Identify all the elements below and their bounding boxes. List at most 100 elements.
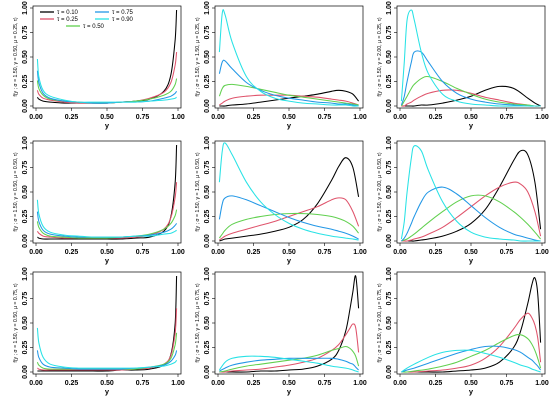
- y-tick-label: 0.75: [22, 292, 29, 306]
- y-axis-label: f(y ; σ = 1.50, γ = 0.50, μ = 0.25, τ): [13, 17, 19, 97]
- y-tick-label: 0.50: [204, 50, 211, 64]
- x-tick-label: 0.25: [65, 380, 79, 387]
- y-tick-label: 0.75: [204, 292, 211, 306]
- x-tick-label: 0.75: [136, 114, 150, 121]
- y-axis-label: f(y ; σ = 1.50, γ = 0.50, μ = 0.75, τ): [13, 283, 19, 363]
- x-tick-label: 0.50: [282, 380, 296, 387]
- series-line-tau-1: [37, 144, 178, 240]
- y-axis-label: f(y ; σ = 1.50, γ = 0.50, μ = 0.50, τ): [13, 152, 19, 232]
- plot-frame: [32, 140, 182, 244]
- series-line-tau-1: [36, 9, 178, 104]
- y-axis-label: f(y ; σ = 1.50, γ = 1.50, μ = 0.50, τ): [195, 152, 201, 232]
- series-line-tau-3: [219, 345, 360, 373]
- series-line-tau-2: [401, 312, 542, 373]
- x-tick-label: 0.50: [282, 114, 296, 121]
- y-tick-label: 0.00: [386, 99, 393, 113]
- y-tick-label: 0.25: [22, 210, 29, 224]
- x-tick-label: 0.25: [429, 380, 443, 387]
- series-line-tau-3: [400, 75, 541, 107]
- y-tick-label: 0.00: [22, 365, 29, 379]
- y-tick-label: 0.00: [22, 99, 29, 113]
- legend-label: τ = 0.10: [57, 10, 79, 16]
- legend-label: τ = 0.50: [83, 24, 105, 30]
- series-line-tau-5: [218, 355, 359, 373]
- x-tick-label: 0.50: [282, 249, 296, 256]
- x-tick-label: 0.25: [247, 249, 261, 256]
- legend: τ = 0.10τ = 0.25 τ = 0.50 τ = 0.75τ = 0.90: [40, 10, 134, 30]
- x-tick-label: 0.00: [211, 114, 225, 121]
- series-line-tau-1: [401, 85, 541, 107]
- x-tick-label: 0.25: [429, 114, 443, 121]
- x-tick-label: 0.00: [393, 380, 407, 387]
- panel-r2c1: 0.00 0.25 0.50 0.75 1.00 0.00 0.25 0.50 0.75 1.00…: [13, 136, 185, 265]
- y-axis-label: f(y ; σ = 1.50, γ = 1.50, μ = 0.75, τ): [195, 283, 201, 363]
- x-axis-label: y: [105, 121, 110, 130]
- y-tick-label: 0.25: [22, 75, 29, 89]
- y-tick-label: 0.75: [204, 26, 211, 40]
- series-line-tau-5: [36, 199, 177, 238]
- x-tick-label: 0.00: [29, 380, 43, 387]
- y-tick-label: 0.50: [386, 50, 393, 64]
- series-line-tau-4: [401, 345, 542, 373]
- series-line-tau-4: [218, 195, 359, 240]
- series-line-tau-1: [401, 149, 542, 242]
- x-tick-label: 1.00: [535, 114, 549, 121]
- y-tick-label: 0.00: [386, 234, 393, 248]
- series-line-tau-5: [400, 145, 541, 242]
- legend-label: τ = 0.90: [112, 17, 134, 23]
- x-tick-label: 1.00: [171, 249, 185, 256]
- y-tick-label: 0.25: [386, 341, 393, 355]
- x-tick-label: 1.00: [171, 114, 185, 121]
- panel-r1c3: 0.00 0.25 0.50 0.75 1.00 0.00 0.25 0.50 0.75 1.00…: [377, 1, 549, 130]
- x-tick-label: 0.00: [29, 114, 43, 121]
- x-tick-label: 0.00: [211, 249, 225, 256]
- panel-r1c2: 0.00 0.25 0.50 0.75 1.00 0.00 0.25 0.50 0.75 1.00…: [195, 1, 367, 130]
- series-line-tau-1: [401, 276, 542, 373]
- y-axis-label: f(y ; σ = 1.50, γ = 1.50, μ = 0.25, τ): [195, 17, 201, 97]
- panel-r3c3: 0.00 0.25 0.50 0.75 1.00 0.00 0.25 0.50 0.75 1.00…: [377, 267, 549, 396]
- panel-r3c2: 0.00 0.25 0.50 0.75 1.00 0.00 0.25 0.50 0.75 1.00…: [195, 267, 367, 396]
- y-tick-label: 0.75: [386, 292, 393, 306]
- y-tick-label: 0.00: [22, 234, 29, 248]
- series-line-tau-3: [218, 212, 360, 239]
- x-axis-label: y: [469, 121, 474, 130]
- series-line-tau-5: [400, 9, 541, 107]
- y-axis-label: f(y ; σ = 1.50, γ = 2.00, μ = 0.25, τ): [377, 17, 383, 97]
- y-tick-label: 0.25: [204, 75, 211, 89]
- series-line-tau-5: [218, 8, 359, 107]
- x-axis-label: y: [105, 256, 110, 265]
- plot-frame: [32, 5, 182, 109]
- series-line-tau-5: [218, 142, 359, 241]
- y-tick-label: 1.00: [204, 1, 211, 15]
- x-tick-label: 0.50: [464, 114, 478, 121]
- x-tick-label: 0.50: [100, 114, 114, 121]
- x-tick-label: 0.50: [464, 249, 478, 256]
- y-tick-label: 0.75: [204, 161, 211, 175]
- x-tick-label: 0.75: [318, 380, 332, 387]
- x-axis-label: y: [287, 387, 292, 396]
- y-tick-label: 0.25: [204, 210, 211, 224]
- series-line-tau-1: [37, 275, 178, 372]
- series-line-tau-1: [219, 275, 360, 373]
- series-line-tau-4: [219, 357, 359, 372]
- series-line-tau-2: [219, 197, 360, 241]
- y-tick-label: 0.75: [386, 161, 393, 175]
- y-tick-label: 0.50: [22, 50, 29, 64]
- y-tick-label: 0.00: [204, 99, 211, 113]
- plot-frame: [32, 271, 182, 375]
- y-tick-label: 1.00: [22, 1, 29, 15]
- y-tick-label: 0.25: [22, 341, 29, 355]
- x-tick-label: 0.25: [65, 249, 79, 256]
- y-axis-label: f(y ; σ = 1.50, γ = 2.00, μ = 0.75, τ): [377, 283, 383, 363]
- x-tick-label: 0.50: [100, 249, 114, 256]
- x-tick-label: 0.75: [136, 380, 150, 387]
- y-tick-label: 0.25: [386, 75, 393, 89]
- y-tick-label: 1.00: [386, 136, 393, 150]
- series-line-tau-4: [36, 350, 178, 370]
- x-tick-label: 0.25: [429, 249, 443, 256]
- y-tick-label: 0.50: [386, 316, 393, 330]
- series-line-tau-4: [218, 59, 359, 107]
- x-tick-label: 0.25: [247, 380, 261, 387]
- x-tick-label: 0.25: [65, 114, 79, 121]
